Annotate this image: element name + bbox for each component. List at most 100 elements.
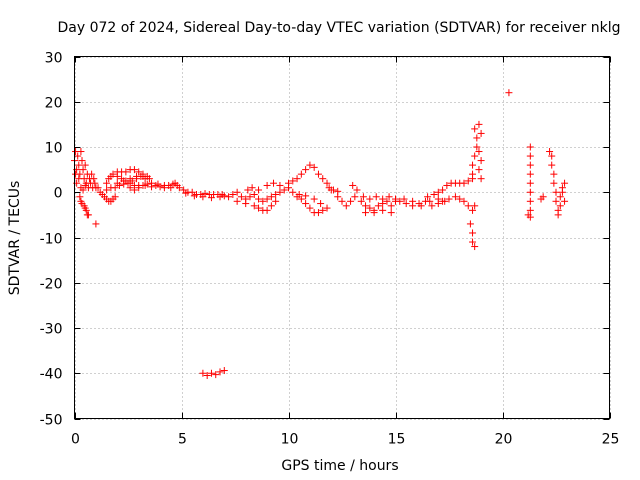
data-point [359,193,367,201]
data-point [434,188,442,196]
data-point [317,200,325,208]
data-point [383,197,391,205]
data-point [428,202,436,210]
data-point [539,193,547,201]
data-point [392,195,399,203]
data-point [270,179,278,187]
data-point [154,180,162,188]
data-point [379,206,387,214]
data-point [550,170,558,178]
data-point [434,195,442,203]
data-point [548,161,556,169]
data-point [357,197,365,205]
data-point [471,152,479,160]
data-point [289,177,297,185]
data-point [471,243,479,251]
data-point [263,206,271,214]
data-point [103,179,111,187]
data-point [135,181,143,189]
data-point [387,202,395,210]
data-point [250,191,258,199]
data-point [471,125,479,133]
data-point [319,206,327,214]
data-point [456,195,464,203]
data-point [374,202,382,210]
data-point [469,229,477,237]
data-point [90,175,98,183]
data-point [122,168,130,176]
data-point [417,202,425,210]
data-point [477,157,485,165]
data-point [220,192,228,200]
data-point [334,193,342,201]
data-point [469,161,477,169]
data-point [526,179,534,187]
plot-frame [74,56,610,419]
data-point [267,202,275,210]
data-point [246,193,254,201]
x-tick-label: 20 [495,432,513,448]
x-tick-label: 25 [602,432,620,448]
data-point [220,367,228,375]
data-point [111,193,119,201]
data-point [469,170,477,178]
data-point [78,157,86,165]
data-point [92,220,100,228]
data-point [72,170,80,178]
data-point [473,134,481,142]
data-point [272,197,280,205]
y-axis-label: SDTVAR / TECUs [7,181,23,296]
data-point [351,193,359,201]
data-point [310,163,318,171]
data-point [526,143,534,151]
data-point [94,184,102,192]
data-point [216,193,224,201]
data-point [327,186,335,194]
data-point [400,195,408,203]
data-points [71,89,569,380]
data-point [280,186,288,194]
data-point [526,161,534,169]
data-point [310,195,318,203]
y-tick-label: 10 [45,141,63,157]
data-point [190,192,198,200]
data-point [526,197,534,205]
data-point [475,120,483,128]
data-point [141,181,149,189]
data-point [285,179,292,187]
data-point [323,204,331,212]
data-point [139,172,147,180]
x-axis-label: GPS time / hours [281,458,398,474]
data-point [424,193,432,201]
data-point [81,181,89,189]
data-point [82,206,90,214]
data-point [387,209,395,217]
data-point [203,372,211,380]
x-tick-labels: 0 5 10 15 20 25 [71,432,619,448]
data-point [130,166,138,174]
data-point [297,195,305,203]
data-point [439,197,447,205]
data-point [263,181,271,189]
data-point [526,206,534,214]
data-point [263,195,271,203]
data-point [113,179,121,187]
data-point [124,179,132,187]
gridlines [74,56,611,420]
data-point [293,175,301,183]
data-point [349,181,357,189]
data-point [426,197,434,205]
data-point [297,170,305,178]
data-point [77,148,85,156]
data-point [314,170,322,178]
x-tick-label: 0 [71,432,80,448]
data-point [550,179,558,187]
data-point [526,213,534,221]
data-point [171,179,179,187]
data-point [135,168,143,176]
data-point [295,191,303,199]
data-point [306,204,314,212]
data-point [109,170,117,178]
data-point [556,202,564,210]
data-point [167,184,175,192]
